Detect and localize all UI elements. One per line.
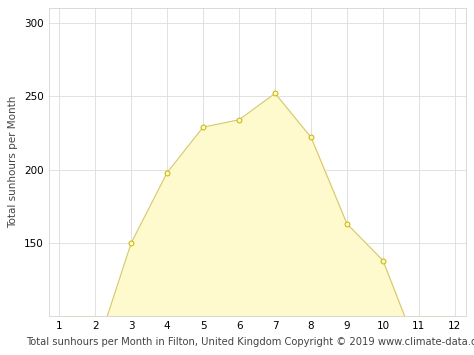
X-axis label: Total sunhours per Month in Filton, United Kingdom Copyright © 2019 www.climate-: Total sunhours per Month in Filton, Unit… bbox=[27, 337, 474, 347]
Y-axis label: Total sunhours per Month: Total sunhours per Month bbox=[9, 96, 18, 229]
